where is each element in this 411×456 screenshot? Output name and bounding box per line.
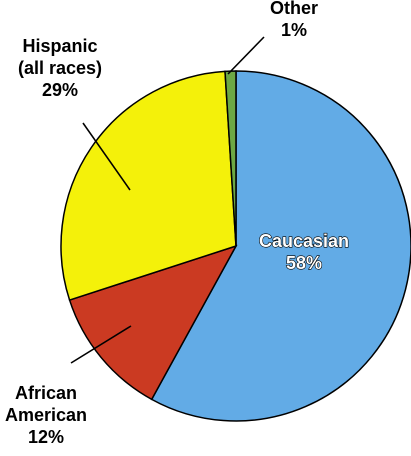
slice-name-label: American	[5, 405, 87, 425]
slice-label-caucasian: Caucasian 58%	[259, 231, 349, 273]
slice-name-label: Other	[270, 0, 318, 18]
slice-value-label: 58%	[286, 253, 322, 273]
leader-lines	[70, 36, 265, 364]
slice-value-label: 1%	[281, 20, 307, 40]
pie-slice-african-american	[68, 244, 238, 401]
leader-line-hispanic-all-races	[82, 122, 131, 191]
leader-line-african-american	[70, 325, 132, 364]
slice-name-label: (all races)	[18, 58, 102, 78]
slice-name-label: Caucasian	[259, 231, 349, 251]
leader-line-other	[227, 36, 265, 75]
slice-name-label: African	[15, 383, 77, 403]
slice-label-african-american: African American 12%	[5, 383, 87, 447]
slice-label-hispanic-all-races: Hispanic (all races) 29%	[18, 36, 102, 100]
slice-value-label: 29%	[42, 80, 78, 100]
pie-slice-hispanic-all-races	[60, 70, 237, 302]
pie-slice-caucasian	[150, 70, 411, 422]
slice-name-label: Hispanic	[22, 36, 97, 56]
slice-label-other: Other 1%	[270, 0, 318, 40]
slice-value-label: 12%	[28, 427, 64, 447]
slice-labels: Caucasian 58% African American 12% Hispanic (a…	[5, 0, 350, 447]
pie-slices	[60, 70, 411, 422]
